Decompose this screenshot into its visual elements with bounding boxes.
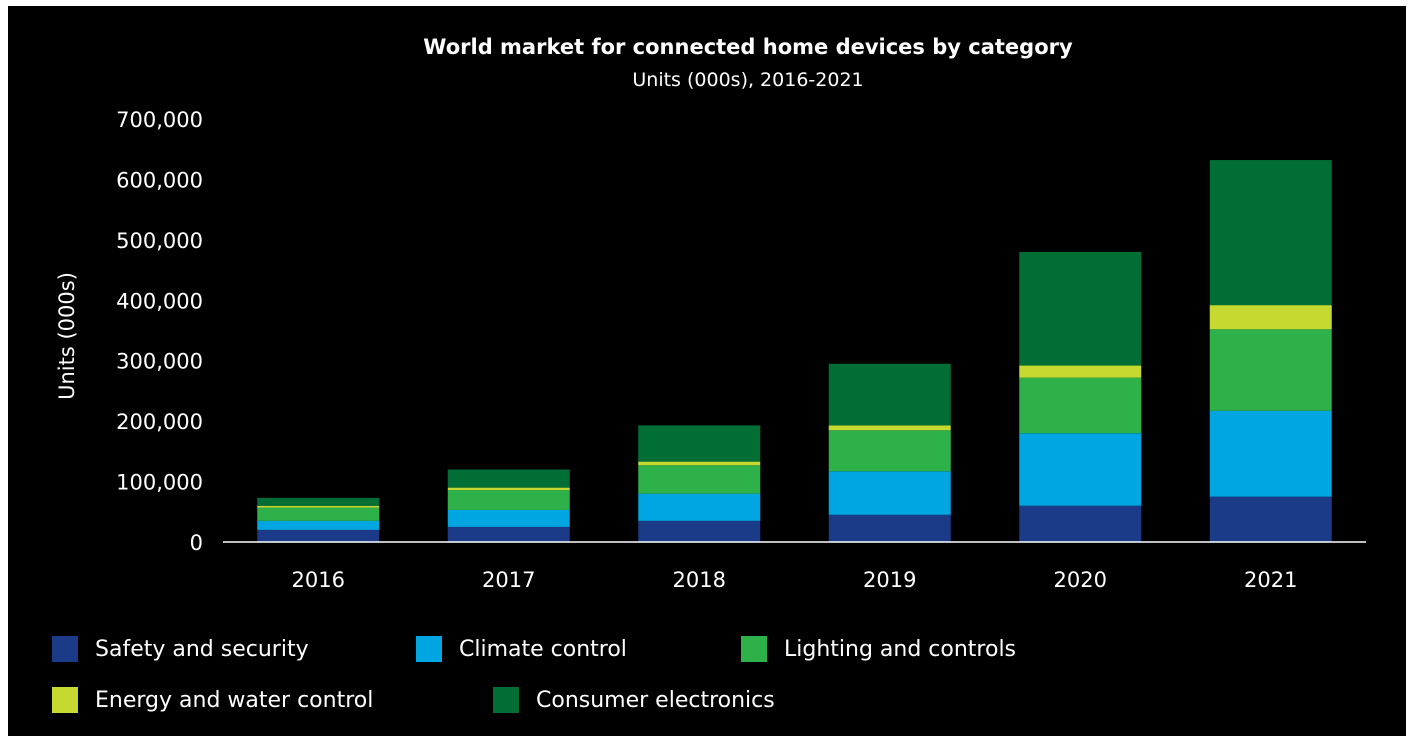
bar-segment-2020-4 [1019, 365, 1142, 378]
bars [257, 160, 1332, 542]
y-tick-label: 200,000 [116, 410, 203, 434]
bar-segment-2016-5 [257, 497, 380, 506]
bar-segment-2021-5 [1209, 160, 1332, 306]
y-tick-label: 500,000 [116, 229, 203, 253]
legend-label: Lighting and controls [784, 637, 1016, 662]
bar-segment-2019-2 [828, 471, 951, 515]
chart-title: World market for connected home devices … [423, 35, 1073, 59]
legend-swatch [416, 636, 442, 662]
bar-segment-2018-3 [638, 465, 761, 494]
bar-segment-2017-4 [447, 487, 570, 491]
bar-segment-2017-2 [447, 509, 570, 527]
legend-swatch [52, 636, 78, 662]
bar-segment-2020-2 [1019, 433, 1142, 506]
bar-segment-2019-5 [828, 363, 951, 426]
y-tick-label: 600,000 [116, 168, 203, 192]
bar-segment-2019-1 [828, 514, 951, 542]
y-axis-ticks: 0 100,000 200,000 300,000 400,000 500,000 600,… [116, 108, 203, 555]
bar-segment-2017-5 [447, 469, 570, 488]
chart-subtitle: Units (000s), 2016-2021 [632, 69, 863, 91]
legend-swatch [741, 636, 767, 662]
y-tick-label: 100,000 [116, 471, 203, 495]
bar-segment-2018-5 [638, 425, 761, 462]
chart-panel: World market for connected home devices … [8, 6, 1406, 736]
legend-swatch [493, 687, 519, 713]
bar-segment-2018-4 [638, 461, 761, 466]
legend-label: Energy and water control [95, 688, 373, 713]
x-axis-ticks: 2016 2017 2018 2019 2020 2021 [292, 568, 1298, 592]
y-tick-label: 400,000 [116, 289, 203, 313]
x-tick-label: 2016 [292, 568, 345, 592]
x-tick-label: 2017 [482, 568, 535, 592]
bar-segment-2021-3 [1209, 329, 1332, 411]
bar-segment-2021-2 [1209, 410, 1332, 497]
bar-segment-2020-5 [1019, 251, 1142, 366]
bar-segment-2021-4 [1209, 305, 1332, 330]
bar-segment-2018-2 [638, 493, 761, 521]
bar-segment-2017-3 [447, 490, 570, 510]
bar-segment-2018-1 [638, 520, 761, 542]
bar-segment-2020-3 [1019, 377, 1142, 434]
bar-segment-2019-4 [828, 425, 951, 431]
y-tick-label: 300,000 [116, 350, 203, 374]
legend-label: Climate control [459, 637, 627, 662]
legend: Safety and security Climate control Lighti… [52, 636, 1016, 713]
bar-segment-2016-1 [257, 529, 380, 542]
bar-segment-2017-1 [447, 526, 570, 542]
bar-segment-2019-3 [828, 430, 951, 472]
bar-segment-2020-1 [1019, 505, 1142, 542]
x-tick-label: 2021 [1244, 568, 1297, 592]
x-tick-label: 2019 [863, 568, 916, 592]
bar-segment-2016-3 [257, 507, 380, 521]
bar-segment-2016-4 [257, 505, 380, 508]
chart: World market for connected home devices … [52, 35, 1366, 713]
bar-segment-2021-1 [1209, 496, 1332, 542]
legend-swatch [52, 687, 78, 713]
y-axis-label: Units (000s) [55, 272, 79, 400]
y-tick-label: 700,000 [116, 108, 203, 132]
x-tick-label: 2018 [673, 568, 726, 592]
y-tick-label: 0 [190, 531, 203, 555]
legend-label: Consumer electronics [536, 688, 775, 713]
bar-segment-2016-2 [257, 520, 380, 530]
legend-label: Safety and security [95, 637, 309, 662]
x-tick-label: 2020 [1054, 568, 1107, 592]
